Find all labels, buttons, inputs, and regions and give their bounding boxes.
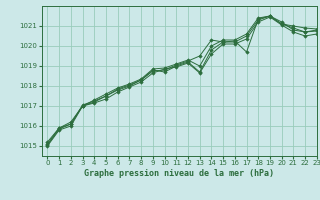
X-axis label: Graphe pression niveau de la mer (hPa): Graphe pression niveau de la mer (hPa) — [84, 169, 274, 178]
